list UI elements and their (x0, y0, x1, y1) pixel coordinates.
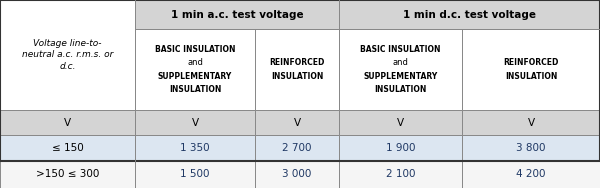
Text: and: and (187, 58, 203, 67)
Text: Voltage line-to-
neutral a.c. r.m.s. or
d.c.: Voltage line-to- neutral a.c. r.m.s. or … (22, 39, 113, 71)
Bar (339, 110, 462, 135)
Text: V: V (527, 118, 535, 128)
Bar (462, 110, 600, 135)
Text: 1 500: 1 500 (180, 169, 210, 179)
Text: V: V (397, 118, 404, 128)
Text: V: V (191, 118, 199, 128)
Text: ≤ 150: ≤ 150 (52, 143, 83, 153)
Text: INSULATION: INSULATION (169, 85, 221, 94)
Text: REINFORCED: REINFORCED (503, 58, 559, 67)
Text: 1 900: 1 900 (386, 143, 415, 153)
Text: V: V (293, 118, 301, 128)
Bar (0, 135, 135, 161)
Bar (462, 29, 600, 110)
Bar (135, 135, 255, 161)
Bar (462, 135, 600, 161)
Text: 2 100: 2 100 (386, 169, 415, 179)
Text: INSULATION: INSULATION (271, 72, 323, 81)
Text: BASIC INSULATION: BASIC INSULATION (155, 45, 235, 54)
Text: BASIC INSULATION: BASIC INSULATION (360, 45, 441, 54)
Bar (0, 0, 135, 110)
Bar (255, 29, 339, 110)
Bar (0, 0, 600, 161)
Bar (0, 161, 135, 188)
Bar (0, 110, 135, 135)
Bar (135, 161, 255, 188)
Bar (339, 0, 600, 29)
Bar (135, 29, 255, 110)
Text: 1 min a.c. test voltage: 1 min a.c. test voltage (170, 10, 304, 20)
Text: INSULATION: INSULATION (505, 72, 557, 81)
Text: REINFORCED: REINFORCED (269, 58, 325, 67)
Bar (135, 110, 255, 135)
Bar (462, 161, 600, 188)
Text: V: V (64, 118, 71, 128)
Text: 3 000: 3 000 (283, 169, 311, 179)
Text: >150 ≤ 300: >150 ≤ 300 (36, 169, 99, 179)
Bar (255, 135, 339, 161)
Bar (339, 161, 462, 188)
Text: 4 200: 4 200 (516, 169, 546, 179)
Bar (255, 110, 339, 135)
Text: SUPPLEMENTARY: SUPPLEMENTARY (158, 72, 232, 81)
Text: and: and (392, 58, 409, 67)
Text: INSULATION: INSULATION (374, 85, 427, 94)
Text: 1 min d.c. test voltage: 1 min d.c. test voltage (403, 10, 536, 20)
Bar (339, 135, 462, 161)
Bar (339, 29, 462, 110)
Text: SUPPLEMENTARY: SUPPLEMENTARY (364, 72, 437, 81)
Bar (255, 161, 339, 188)
Text: 2 700: 2 700 (282, 143, 312, 153)
Text: 1 350: 1 350 (180, 143, 210, 153)
Text: 3 800: 3 800 (516, 143, 546, 153)
Bar (135, 0, 339, 29)
